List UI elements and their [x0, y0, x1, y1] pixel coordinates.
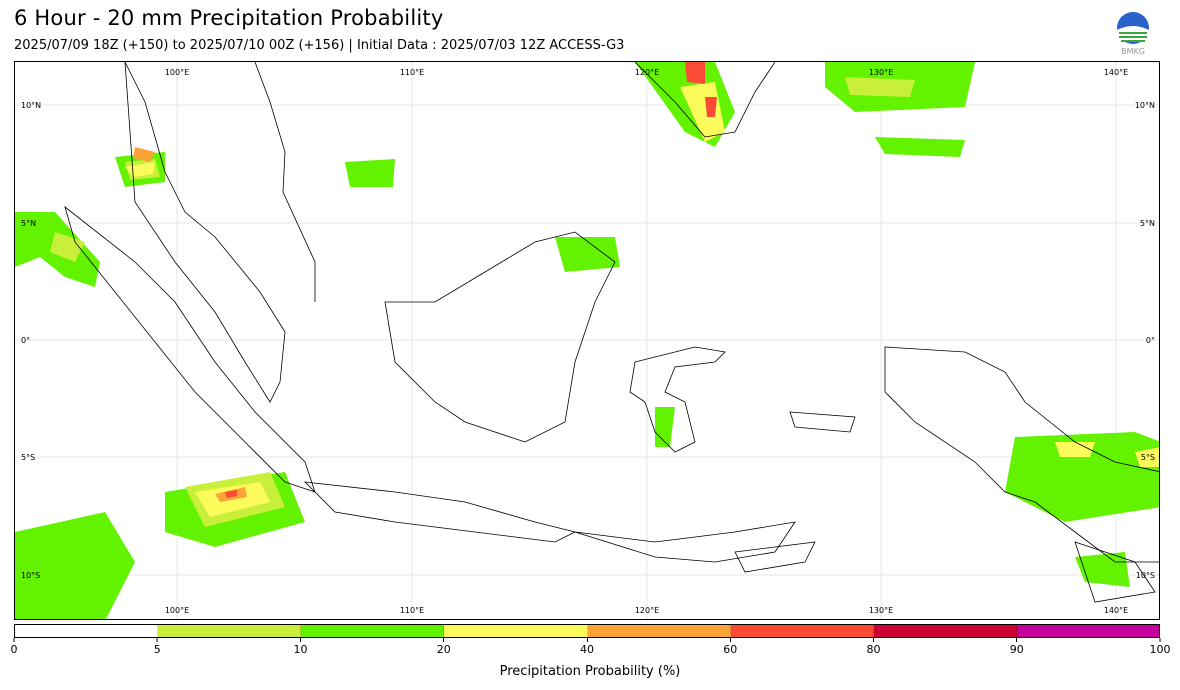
lon-label: 100°E	[165, 606, 189, 615]
lat-label: 0°	[1146, 336, 1155, 345]
logo-text: BMKG	[1121, 47, 1145, 56]
lon-label: 120°E	[635, 68, 659, 77]
colorbar-segment	[1016, 625, 1159, 637]
colorbar-segment	[444, 625, 588, 637]
colorbar-tick-label: 10	[294, 638, 308, 656]
lon-labels-top: 100°E 110°E 120°E 130°E 140°E	[165, 68, 1128, 77]
colorbar	[14, 624, 1160, 638]
lat-label: 5°S	[21, 453, 35, 462]
lat-label: 10°S	[21, 571, 40, 580]
lat-label: 0°	[21, 336, 30, 345]
colorbar-tick-label: 0	[11, 638, 18, 656]
lon-labels-bottom: 100°E 110°E 120°E 130°E 140°E	[165, 606, 1128, 615]
colorbar-segment	[158, 625, 302, 637]
precipitation-map: 100°E 110°E 120°E 130°E 140°E 100°E 110°…	[14, 61, 1160, 620]
colorbar-label: Precipitation Probability (%)	[499, 664, 681, 679]
coastlines	[64, 62, 1159, 603]
lat-labels-left: 10°N 5°N 0° 5°S 10°S	[21, 101, 41, 580]
colorbar-tick-label: 5	[154, 638, 161, 656]
precip-lightgreen	[50, 77, 915, 527]
bmkg-logo: BMKG	[1117, 12, 1149, 56]
colorbar-tick-label: 100	[1150, 638, 1171, 656]
chart-title: 6 Hour - 20 mm Precipitation Probability	[14, 6, 444, 30]
colorbar-segment	[873, 625, 1017, 637]
precip-yellow	[125, 82, 1159, 517]
colorbar-tick-label: 90	[1010, 638, 1024, 656]
lon-label: 140°E	[1104, 606, 1128, 615]
colorbar-tick-label: 40	[580, 638, 594, 656]
colorbar-tick-label: 80	[867, 638, 881, 656]
lon-label: 110°E	[400, 68, 424, 77]
colorbar-segment	[301, 625, 445, 637]
lat-labels-right: 10°N 5°N 0° 5°S 10°S	[1135, 101, 1155, 580]
colorbar-ticks: 0 5 10 20 40 60 80 90 100	[11, 638, 1171, 658]
lat-label: 10°N	[21, 101, 41, 110]
colorbar-tick-label: 60	[723, 638, 737, 656]
lon-label: 120°E	[635, 606, 659, 615]
colorbar-segment	[15, 625, 159, 637]
lon-label: 130°E	[869, 606, 893, 615]
lat-label: 5°N	[1140, 219, 1155, 228]
gridlines	[15, 62, 1159, 619]
colorbar-segment	[730, 625, 874, 637]
lon-label: 100°E	[165, 68, 189, 77]
precip-green	[15, 62, 1159, 619]
lon-label: 140°E	[1104, 68, 1128, 77]
lat-label: 5°S	[1141, 453, 1155, 462]
chart-subtitle: 2025/07/09 18Z (+150) to 2025/07/10 00Z …	[14, 38, 625, 53]
lon-label: 110°E	[400, 606, 424, 615]
colorbar-segment	[587, 625, 731, 637]
lat-label: 5°N	[21, 219, 36, 228]
lat-label: 10°N	[1135, 101, 1155, 110]
lat-label: 10°S	[1136, 571, 1155, 580]
map-canvas: 100°E 110°E 120°E 130°E 140°E 100°E 110°…	[15, 62, 1159, 619]
precip-orange-red	[133, 62, 717, 502]
colorbar-tick-label: 20	[437, 638, 451, 656]
lon-label: 130°E	[869, 68, 893, 77]
